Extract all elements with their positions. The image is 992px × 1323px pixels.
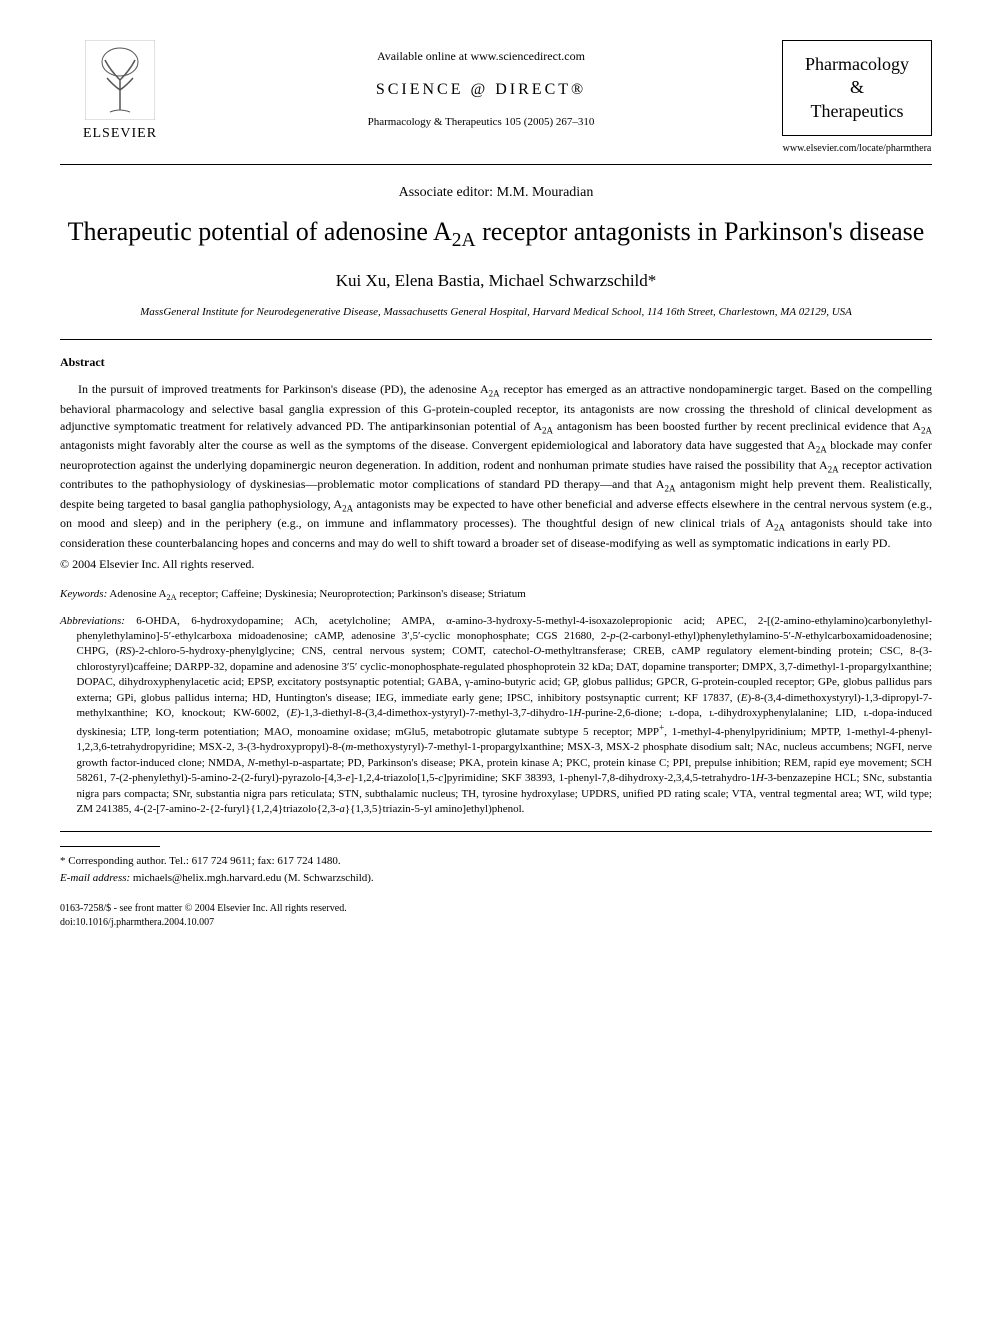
journal-name-line3: Therapeutics	[789, 100, 925, 123]
elsevier-label: ELSEVIER	[83, 124, 157, 144]
journal-name-line1: Pharmacology	[789, 53, 925, 76]
sciencedirect-logo: SCIENCE @ DIRECT®	[180, 79, 782, 101]
email-label: E-mail address:	[60, 872, 130, 884]
corresponding-author: * Corresponding author. Tel.: 617 724 96…	[60, 853, 932, 870]
abbreviations-block: Abbreviations: 6-OHDA, 6-hydroxydopamine…	[60, 614, 932, 818]
keywords-text: Adenosine A2A receptor; Caffeine; Dyskin…	[107, 588, 526, 600]
abbrev-rule	[60, 831, 932, 832]
journal-name: Pharmacology & Therapeutics	[782, 40, 932, 136]
journal-reference: Pharmacology & Therapeutics 105 (2005) 2…	[180, 115, 782, 130]
abstract-body: In the pursuit of improved treatments fo…	[60, 381, 932, 552]
title-rule	[60, 339, 932, 340]
footnote-rule	[60, 846, 160, 847]
email-line: E-mail address: michaels@helix.mgh.harva…	[60, 870, 932, 887]
affiliation: MassGeneral Institute for Neurodegenerat…	[100, 305, 892, 319]
journal-box: Pharmacology & Therapeutics www.elsevier…	[782, 40, 932, 156]
associate-editor: Associate editor: M.M. Mouradian	[60, 183, 932, 203]
doi-line: doi:10.1016/j.pharmthera.2004.10.007	[60, 916, 932, 930]
email-address: michaels@helix.mgh.harvard.edu (M. Schwa…	[130, 872, 374, 884]
center-header: Available online at www.sciencedirect.co…	[180, 40, 782, 131]
abbreviations-text: 6-OHDA, 6-hydroxydopamine; ACh, acetylch…	[77, 615, 933, 815]
article-title: Therapeutic potential of adenosine A2A r…	[60, 215, 932, 254]
elsevier-block: ELSEVIER	[60, 40, 180, 144]
elsevier-tree-icon	[85, 40, 155, 120]
keywords-label: Keywords:	[60, 588, 107, 600]
available-online-text: Available online at www.sciencedirect.co…	[180, 48, 782, 65]
header-rule	[60, 164, 932, 165]
abbreviations-label: Abbreviations:	[60, 615, 125, 627]
keywords-line: Keywords: Adenosine A2A receptor; Caffei…	[60, 587, 932, 604]
publisher-header: ELSEVIER Available online at www.science…	[60, 40, 932, 156]
journal-name-line2: &	[789, 76, 925, 99]
authors: Kui Xu, Elena Bastia, Michael Schwarzsch…	[60, 269, 932, 293]
footer-meta: 0163-7258/$ - see front matter © 2004 El…	[60, 902, 932, 930]
issn-line: 0163-7258/$ - see front matter © 2004 El…	[60, 902, 932, 916]
abstract-heading: Abstract	[60, 354, 932, 371]
abstract-copyright: © 2004 Elsevier Inc. All rights reserved…	[60, 556, 932, 573]
journal-url: www.elsevier.com/locate/pharmthera	[782, 142, 932, 156]
